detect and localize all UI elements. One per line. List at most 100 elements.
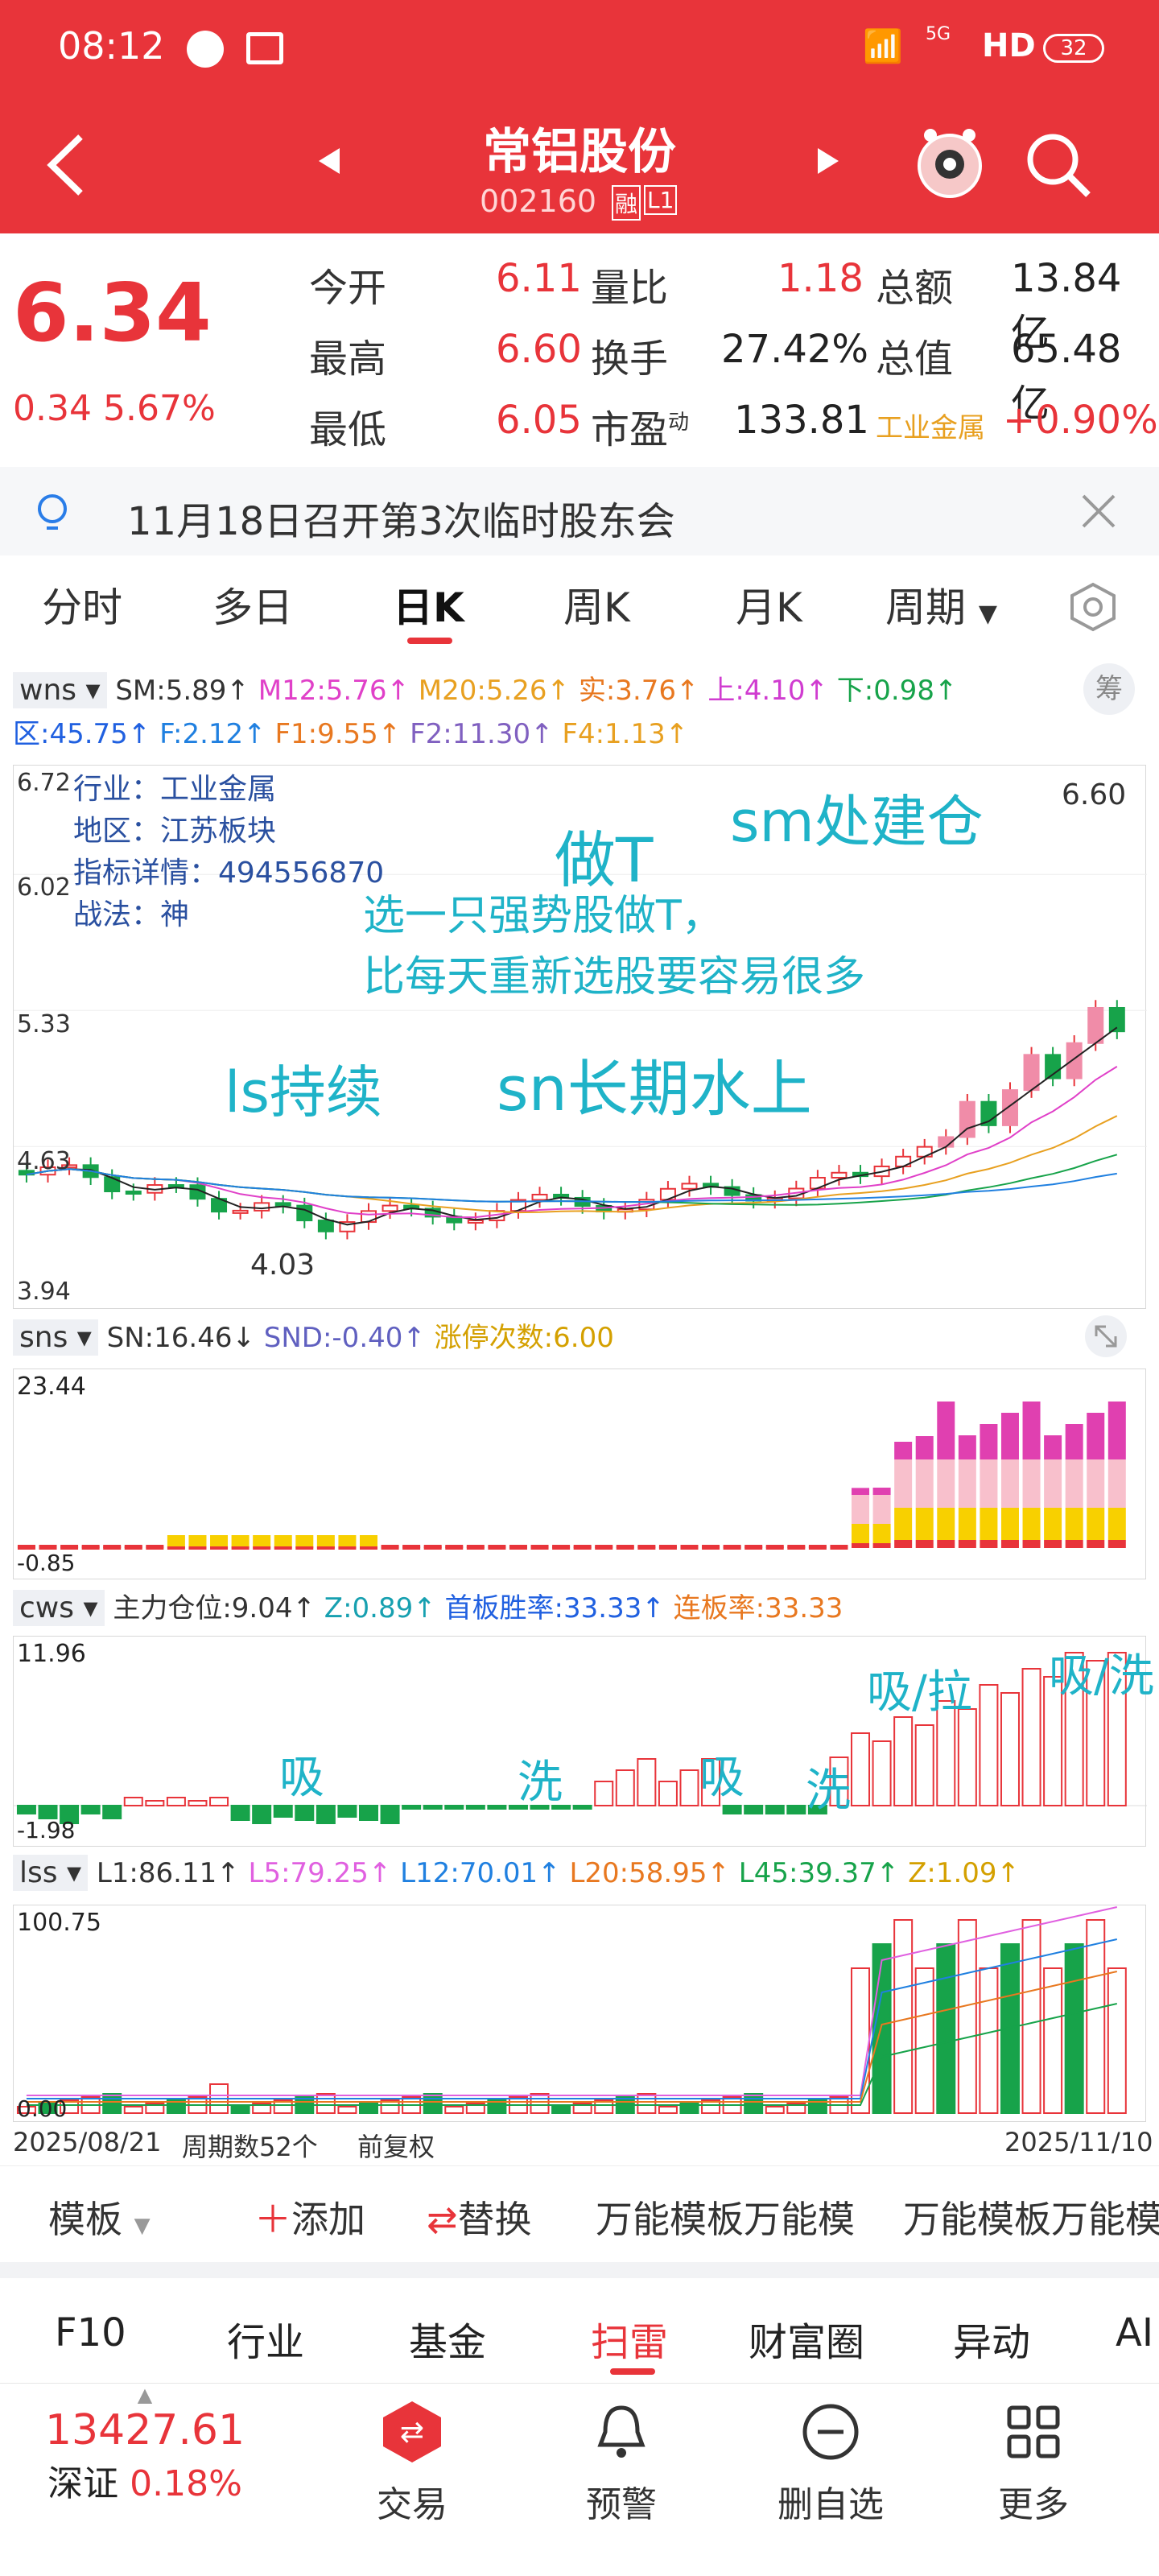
sns-bar	[937, 1459, 955, 1508]
candle-body	[959, 1100, 975, 1138]
cws-indicator-selector[interactable]: cws ▾	[13, 1590, 105, 1626]
expand-icon[interactable]	[1083, 1314, 1128, 1359]
active-subnav-indicator	[610, 2368, 655, 2375]
lss-value-1: L5:79.25↑	[239, 1857, 392, 1889]
sns-bar	[852, 1543, 870, 1548]
subnav-fund[interactable]: 基金	[409, 2320, 487, 2365]
sns-bar	[852, 1488, 870, 1495]
notice-bar[interactable]: 11月18日召开第3次临时股东会	[0, 467, 1159, 555]
tab-multiday[interactable]: 多日	[212, 584, 293, 631]
mascot-icon	[918, 129, 982, 198]
prev-stock-button[interactable]	[316, 145, 344, 180]
lss-bar	[936, 1943, 956, 2114]
template-item-1[interactable]: 万能模板万能模	[596, 2198, 855, 2241]
nav-trade[interactable]: ⇄ 交易	[332, 2400, 493, 2527]
template-item-2[interactable]: 万能模板万能模	[903, 2198, 1159, 2241]
next-stock-button[interactable]	[813, 145, 842, 180]
cws-bar	[487, 1805, 507, 1810]
cws-bar	[508, 1805, 528, 1810]
sns-bar	[1087, 1459, 1105, 1508]
lss-value-2: L12:70.01↑	[391, 1857, 561, 1889]
cws-bar	[230, 1805, 250, 1821]
subnav-industry[interactable]: 行业	[227, 2320, 305, 2365]
settings-hexagon-icon[interactable]	[1067, 581, 1119, 633]
replace-button[interactable]: ⇄替换	[427, 2198, 532, 2241]
nav-more[interactable]: 更多	[953, 2400, 1114, 2527]
kline-panel[interactable]: 6.72 6.02 5.33 4.63 3.94 行业：工业金属 地区：江苏板块…	[13, 765, 1147, 1309]
candle-body	[467, 1220, 484, 1224]
cws-bar	[701, 1758, 721, 1806]
tab-monthly-k[interactable]: 月K	[736, 584, 802, 631]
cws-bar	[679, 1769, 699, 1806]
lss-bar	[444, 2106, 464, 2114]
cws-value-1: Z:0.89↑	[315, 1592, 436, 1624]
axis-start-date: 2025/08/21	[13, 2127, 162, 2157]
subnav-anomaly[interactable]: 异动	[953, 2320, 1031, 2365]
sns-ymin: -0.85	[17, 1550, 76, 1576]
cws-ymin: -1.98	[17, 1817, 76, 1843]
sns-bar	[1044, 1508, 1062, 1540]
axis-end-date: 2025/11/10	[1004, 2127, 1153, 2157]
sns-bar	[188, 1535, 207, 1548]
main-indicator-selector[interactable]: wns ▾	[13, 672, 107, 708]
tab-daily-k[interactable]: 日K	[393, 584, 464, 631]
sns-bar	[723, 1546, 741, 1550]
turnover-rate-label: 换手	[591, 336, 669, 382]
sns-bar	[980, 1459, 998, 1508]
close-icon[interactable]	[1079, 491, 1119, 531]
lss-bar	[337, 2106, 357, 2114]
subnav-ai[interactable]: AI	[1116, 2310, 1153, 2355]
info-region: 地区：江苏板块	[73, 815, 277, 848]
lss-bar	[530, 2093, 550, 2114]
back-arrow-icon	[47, 134, 83, 196]
tab-weekly-k[interactable]: 周K	[563, 584, 630, 631]
lss-panel[interactable]: 100.75 0.00	[13, 1905, 1146, 2122]
lss-bar	[380, 2099, 400, 2114]
search-button[interactable]	[1022, 129, 1095, 201]
status-bar: 08:12 📶 5G HD 32	[0, 0, 1159, 97]
tab-period[interactable]: 周期 ▼	[885, 584, 997, 631]
sns-bar	[509, 1546, 527, 1550]
main2-value-1: F:2.12↑	[151, 718, 266, 750]
cws-bar	[1064, 1652, 1084, 1806]
sns-indicator-selector[interactable]: sns ▾	[13, 1319, 98, 1356]
sns-bar	[1044, 1459, 1062, 1508]
lss-indicator-selector[interactable]: lss ▾	[13, 1855, 89, 1891]
sns-bar	[60, 1546, 79, 1550]
subnav-risk-scan[interactable]: 扫雷	[591, 2320, 669, 2365]
cws-bar	[16, 1805, 36, 1814]
sns-bar	[1107, 1540, 1126, 1548]
template-dropdown[interactable]: 模板 ▼	[48, 2198, 151, 2241]
sns-bar	[381, 1546, 399, 1550]
add-button[interactable]: ＋添加	[254, 2198, 365, 2241]
sns-bar	[980, 1424, 998, 1459]
sns-bar	[530, 1546, 549, 1550]
lss-bar	[166, 2099, 186, 2114]
index-ticker[interactable]: ▲ 13427.61 深证 0.18%	[32, 2384, 258, 2506]
main-indicator-row2: 区:45.75↑ F:2.12↑ F1:9.55↑ F2:11.30↑ F4:1…	[13, 712, 688, 751]
mascot-button[interactable]	[909, 124, 990, 204]
annotation-text-2: 比每天重新选股要容易很多	[363, 953, 866, 1001]
cws-annotation-5: 吸/拉	[867, 1666, 972, 1719]
subnav-wealth-circle[interactable]: 财富圈	[749, 2320, 865, 2365]
open-value: 6.11	[496, 256, 582, 301]
sns-bar	[1044, 1540, 1062, 1548]
chips-button[interactable]: 筹	[1083, 663, 1135, 715]
nav-remove-watchlist[interactable]: 删自选	[750, 2400, 911, 2527]
cws-panel[interactable]: 11.96 -1.98 吸 洗 吸 洗 吸/拉 吸/洗	[13, 1636, 1154, 1847]
cws-bar	[530, 1805, 550, 1810]
sns-bar	[253, 1535, 271, 1548]
cws-svg	[14, 1652, 1147, 1824]
high-price-label: 6.60	[1062, 778, 1127, 811]
nav-alert[interactable]: 预警	[541, 2400, 702, 2527]
cws-bar	[637, 1758, 657, 1806]
tab-intraday[interactable]: 分时	[42, 584, 122, 631]
sector-label[interactable]: 工业金属	[876, 412, 985, 444]
cws-bar	[936, 1700, 956, 1806]
subnav-f10[interactable]: F10	[55, 2310, 126, 2355]
back-button[interactable]	[40, 129, 97, 201]
info-indicator: 指标详情：494556870	[73, 857, 385, 890]
sns-panel[interactable]: 23.44 -0.85	[13, 1368, 1146, 1579]
sns-bar	[958, 1508, 976, 1540]
sns-bar	[1107, 1508, 1126, 1540]
